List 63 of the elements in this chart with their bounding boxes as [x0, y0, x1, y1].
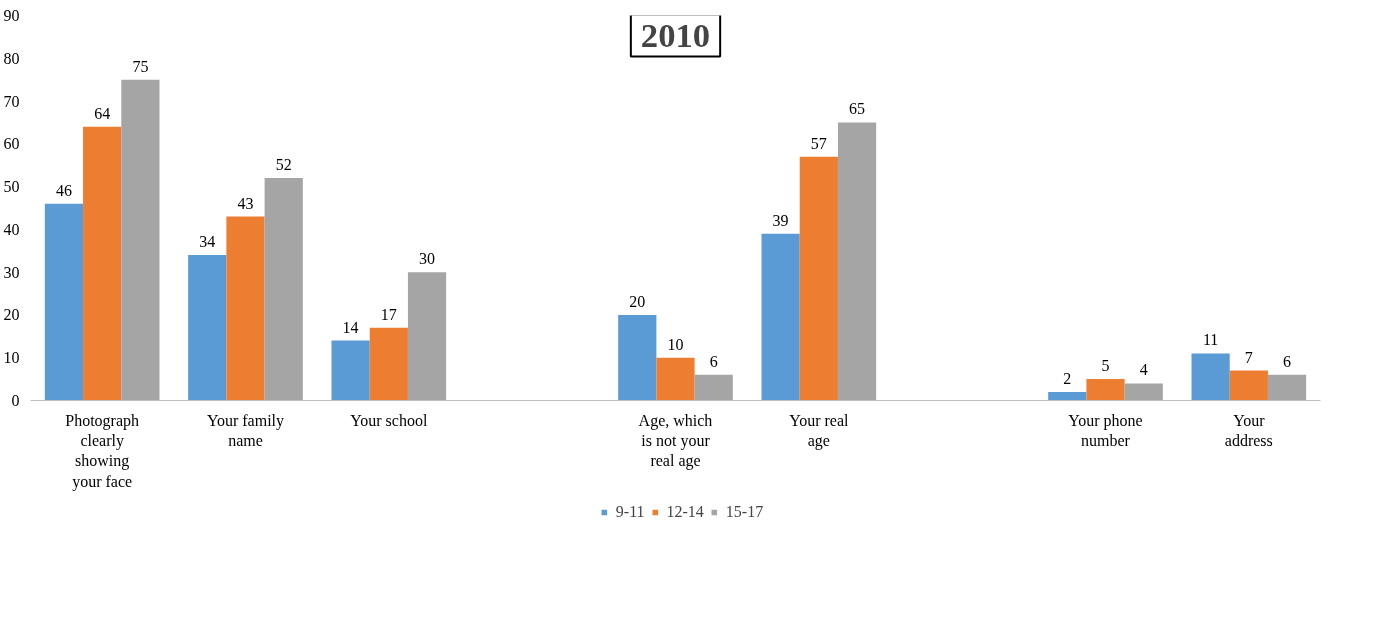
data-label: 39: [772, 211, 789, 229]
y-tick-label: 90: [3, 7, 20, 24]
data-label: 6: [1283, 352, 1292, 370]
data-label: 57: [810, 134, 827, 152]
data-label: 52: [275, 156, 292, 174]
y-tick-label: 70: [3, 92, 20, 110]
y-tick-label: 0: [11, 392, 20, 409]
bar: [369, 327, 408, 401]
y-tick-label: 10: [3, 349, 20, 367]
x-tick-label: Age, which is not your real age: [638, 411, 713, 471]
y-tick-label: 40: [3, 220, 20, 238]
bar: [1267, 374, 1307, 401]
data-label: 11: [1202, 331, 1219, 349]
legend-label: 12-14: [666, 503, 704, 521]
data-label: 7: [1244, 348, 1253, 366]
data-label: 14: [342, 318, 359, 336]
bar: [618, 314, 657, 401]
bar: [44, 203, 84, 401]
x-tick-label: Your phone number: [1068, 411, 1143, 449]
x-tick-label: Your school: [350, 411, 428, 429]
bar: [656, 357, 695, 401]
chart-title: 2010: [640, 15, 711, 54]
data-label: 17: [380, 305, 397, 323]
bar: [264, 178, 303, 401]
bar: [407, 272, 447, 401]
bar: [1229, 370, 1268, 401]
bar: [331, 340, 370, 401]
bar: [121, 79, 160, 401]
data-label: 65: [849, 100, 866, 118]
data-label: 75: [132, 57, 149, 75]
y-tick-label: 60: [3, 135, 20, 153]
legend-label: 15-17: [725, 503, 764, 521]
x-tick-label: Your real age: [789, 411, 850, 450]
bar: [226, 216, 265, 401]
y-tick-label: 80: [3, 49, 20, 67]
data-label: 2: [1063, 369, 1072, 387]
legend-label: 9-11: [615, 503, 645, 521]
x-tick-label: Your address: [1224, 411, 1273, 449]
data-label: 6: [709, 352, 718, 370]
data-label: 5: [1101, 357, 1110, 375]
data-label: 43: [237, 194, 254, 212]
bar: [1124, 383, 1163, 401]
data-label: 10: [667, 335, 684, 353]
y-tick-label: 30: [3, 263, 20, 281]
data-label: 46: [55, 181, 72, 199]
bar: [1191, 353, 1230, 401]
y-tick-label: 50: [3, 178, 20, 196]
bar: [83, 126, 122, 401]
x-tick-label: Photograph clearly showing your face: [65, 411, 140, 491]
x-tick-label: Your family name: [206, 411, 285, 449]
data-label: 34: [199, 233, 216, 251]
data-label: 4: [1139, 361, 1148, 379]
bar: [1048, 391, 1087, 401]
data-label: 30: [419, 250, 436, 268]
data-label: 20: [629, 292, 646, 310]
y-tick-label: 20: [3, 306, 20, 324]
bar: [761, 233, 800, 401]
bar: [188, 255, 227, 401]
data-label: 64: [94, 104, 111, 122]
bar: [694, 374, 733, 401]
bar: [799, 156, 838, 401]
bar: [837, 122, 877, 401]
bar: [1086, 379, 1125, 401]
